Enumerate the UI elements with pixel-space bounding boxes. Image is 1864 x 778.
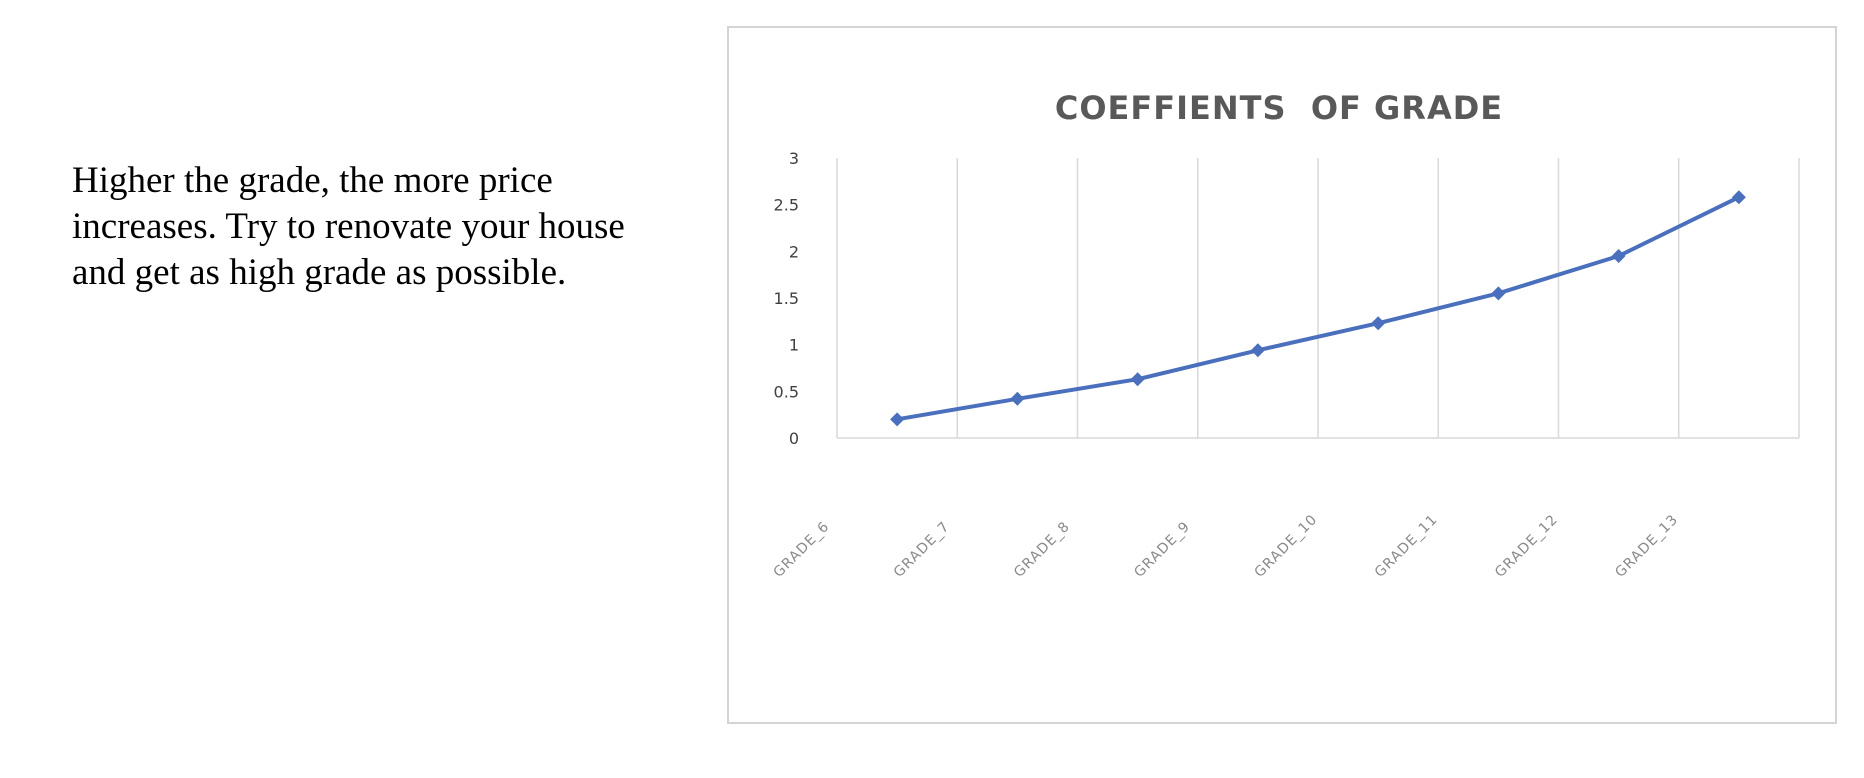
body-text-line-2: increases. Try to renovate your house (72, 206, 625, 247)
y-tick-label-2: 1 (789, 336, 799, 355)
x-tick-label-8: GRADE_13 (1612, 512, 1681, 581)
y-tick-label-3: 1.5 (774, 289, 799, 308)
body-text-line-3: and get as high grade as possible. (72, 252, 567, 293)
y-tick-label-6: 3 (789, 149, 799, 168)
data-point-3 (1130, 372, 1145, 387)
body-text: Higher the grade, the more price increas… (72, 158, 712, 296)
y-tick-label-0: 0 (789, 429, 799, 448)
data-point-2 (1010, 391, 1025, 406)
x-tick-label-4: GRADE_9 (1131, 519, 1193, 581)
data-point-1 (890, 412, 905, 427)
x-tick-label-5: GRADE_10 (1252, 512, 1321, 581)
grid (836, 158, 1800, 438)
x-tick-label-2: GRADE_7 (891, 519, 953, 581)
y-tick-label-4: 2 (789, 242, 799, 261)
data-point-4 (1250, 343, 1265, 358)
tick-labels: 0 0.5 1 1.5 2 2.5 3 GRADE_6 GRADE_7 GRADE_8 GRADE_… (771, 149, 1682, 581)
y-tick-label-1: 0.5 (774, 382, 799, 401)
data-point-7 (1611, 249, 1626, 263)
x-tick-label-1: GRADE_6 (771, 519, 833, 581)
y-tick-label-5: 2.5 (774, 196, 799, 215)
x-tick-label-7: GRADE_12 (1492, 512, 1561, 581)
chart-container: COEFFIENTS OF GRADE 0 0.5 1 1.5 2 2.5 3 GRADE_6… (727, 26, 1837, 724)
chart-title: COEFFIENTS OF GRADE (1055, 89, 1503, 127)
x-tick-label-6: GRADE_11 (1372, 512, 1441, 581)
line-chart: COEFFIENTS OF GRADE 0 0.5 1 1.5 2 2.5 3 GRADE_6… (771, 89, 1800, 581)
data-point-5 (1371, 316, 1386, 331)
data-point-8 (1731, 190, 1746, 205)
markers (890, 190, 1746, 427)
series (896, 195, 1740, 422)
body-text-line-1: Higher the grade, the more price (72, 160, 553, 201)
data-point-6 (1491, 286, 1506, 301)
x-tick-label-3: GRADE_8 (1011, 519, 1073, 581)
series-line (896, 195, 1740, 422)
